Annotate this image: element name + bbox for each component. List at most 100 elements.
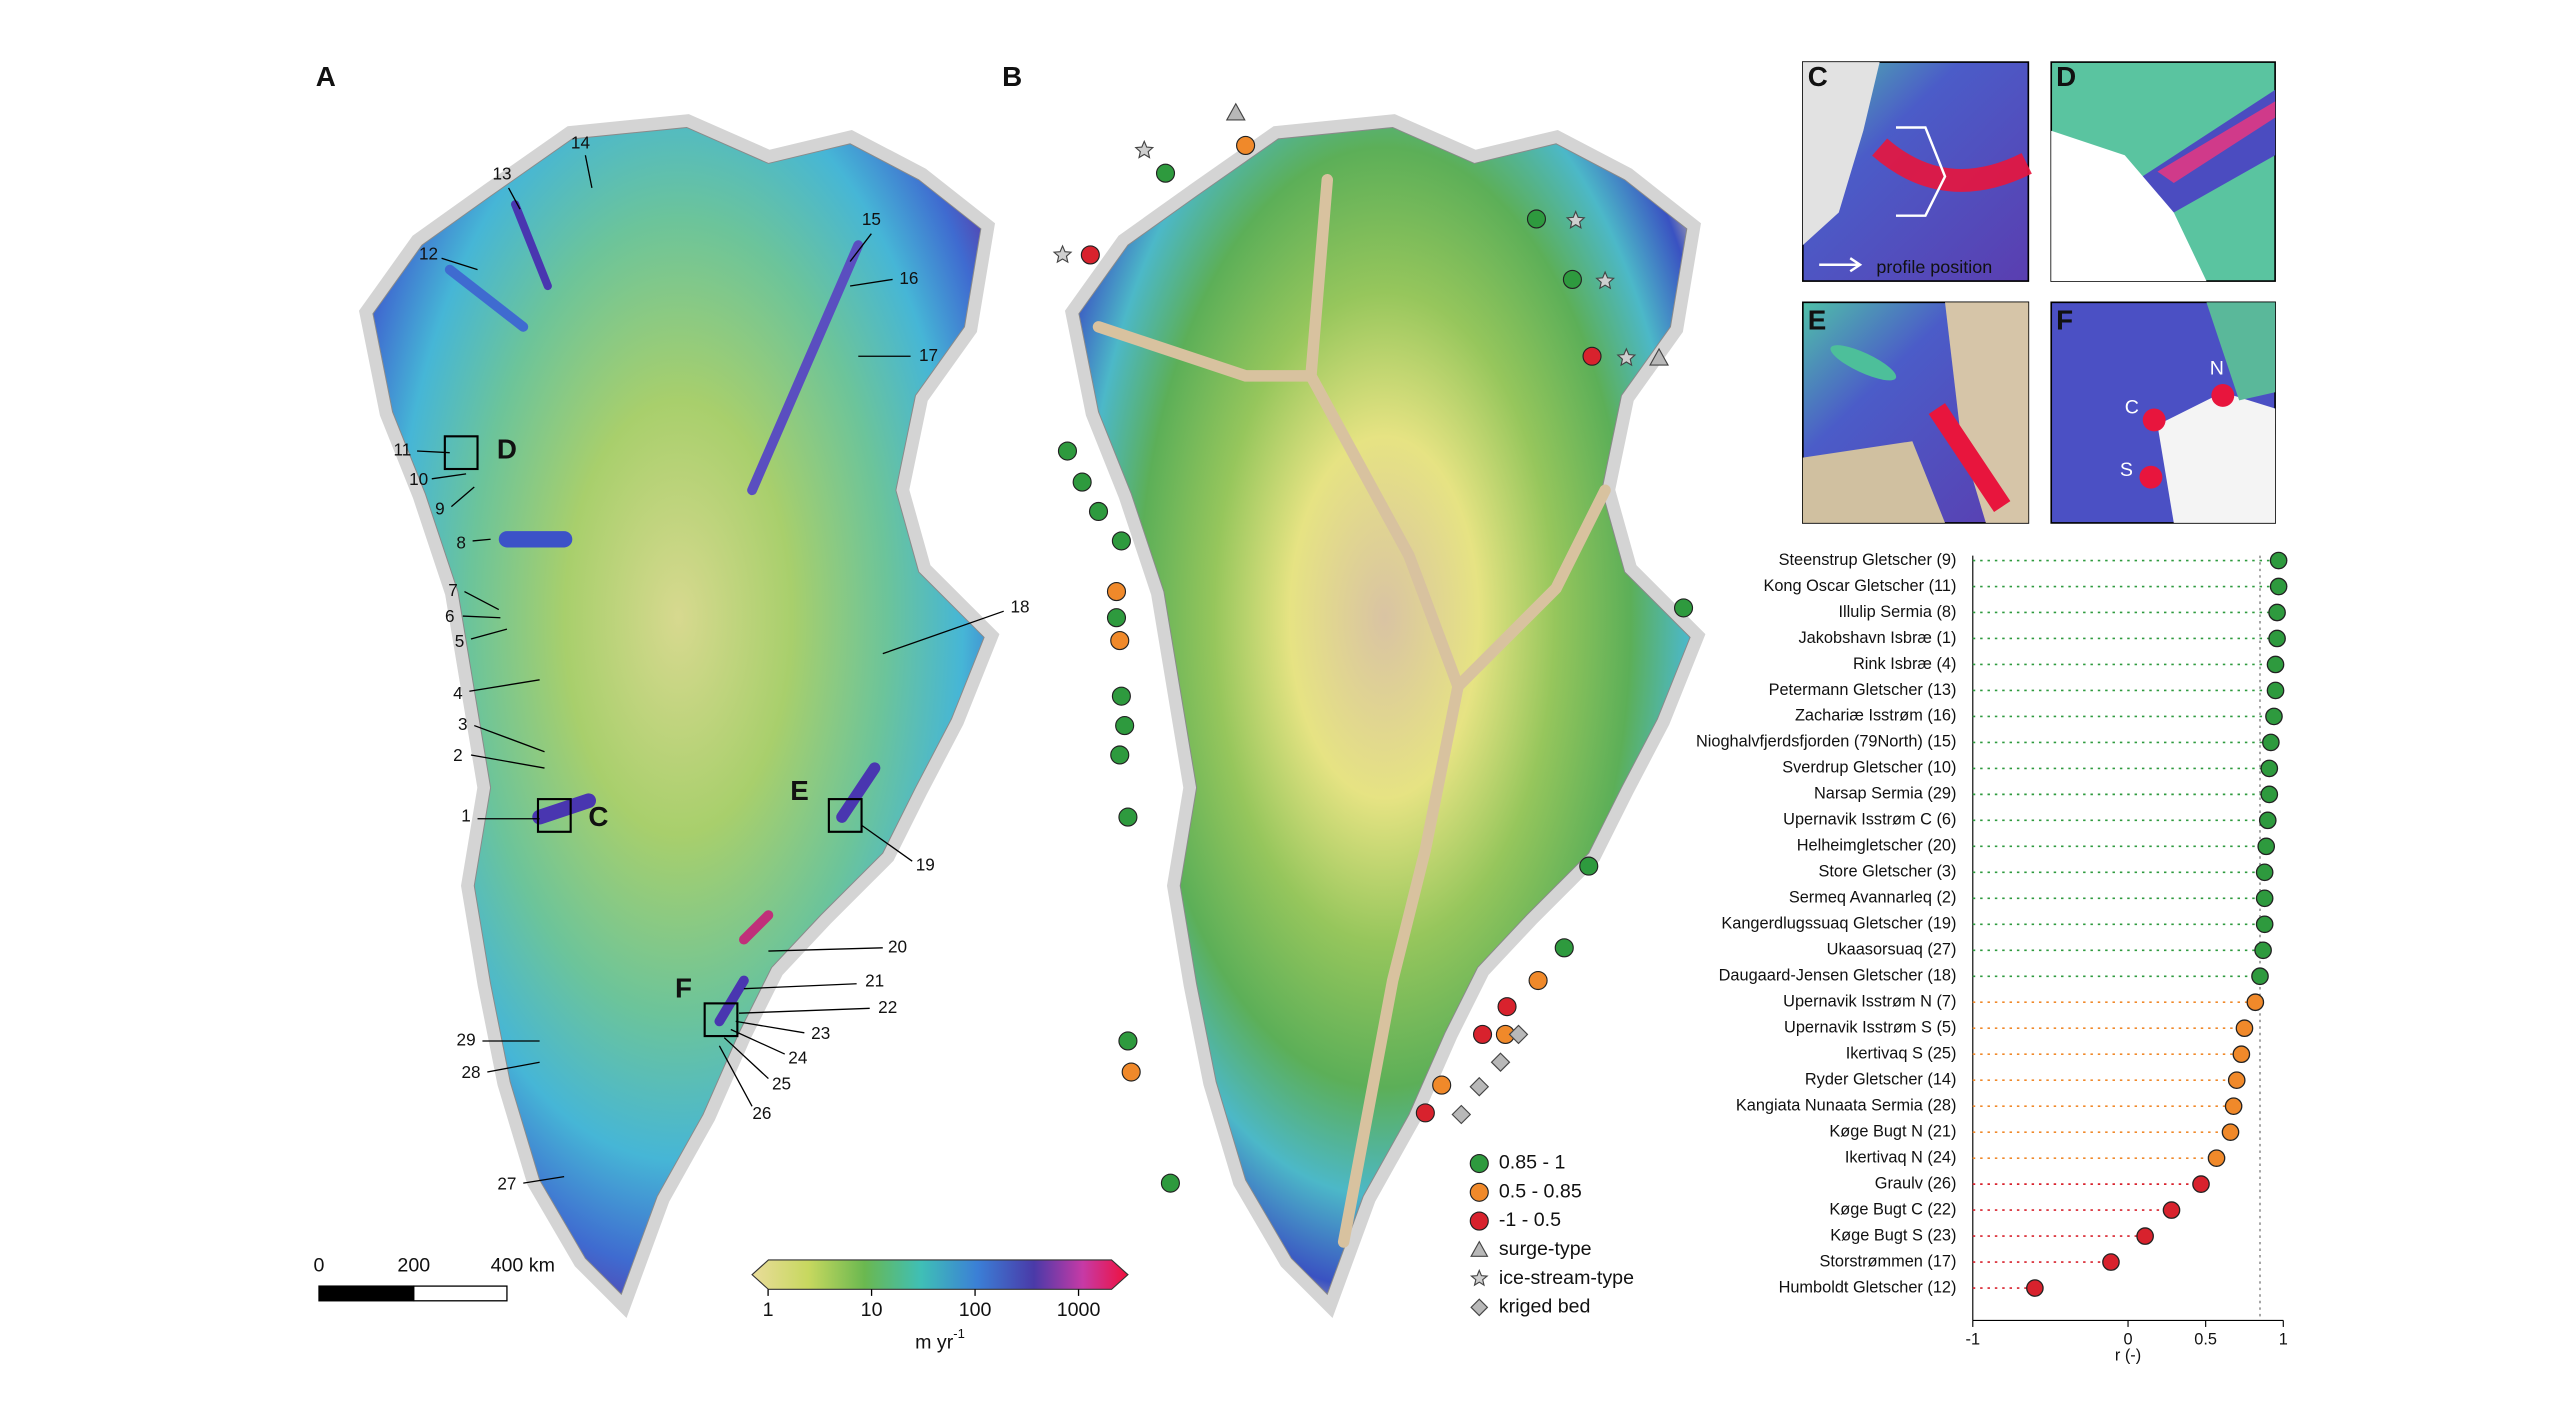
site-marker bbox=[1562, 269, 1582, 290]
scale-bar: 0 200 400 km bbox=[314, 1255, 555, 1302]
category-label: Kong Oscar Gletscher (11) bbox=[1763, 577, 1956, 595]
insets: profile position C D E F N C bbox=[1802, 61, 2276, 524]
leader-line bbox=[469, 679, 540, 692]
glacier-label: 26 bbox=[752, 1103, 771, 1123]
leader-line bbox=[584, 155, 593, 189]
dot bbox=[2192, 1175, 2210, 1193]
legend-label: ice-stream-type bbox=[1499, 1267, 1634, 1289]
inset-label: F bbox=[2056, 304, 2073, 335]
leader-line bbox=[472, 538, 491, 542]
colorbar-unit: m yr-1 bbox=[915, 1327, 965, 1354]
site-marker bbox=[1528, 970, 1548, 991]
category-label: Graulv (26) bbox=[1875, 1174, 1957, 1192]
site-marker bbox=[1490, 1052, 1511, 1073]
site-marker bbox=[1134, 139, 1155, 159]
x-tick-label: 0 bbox=[2123, 1330, 2132, 1348]
dot bbox=[2026, 1279, 2044, 1297]
glacier-label: 24 bbox=[788, 1047, 808, 1067]
panel-label: A bbox=[316, 61, 336, 92]
site-marker bbox=[1508, 1024, 1529, 1045]
leader-line bbox=[470, 754, 545, 769]
dot bbox=[2255, 863, 2274, 882]
category-label: Kangiata Nunaata Sermia (28) bbox=[1736, 1096, 1957, 1114]
land bbox=[2157, 392, 2276, 523]
leader-line bbox=[768, 947, 883, 952]
inset-f: F N C S bbox=[2050, 301, 2276, 524]
leader-line bbox=[730, 1028, 786, 1055]
category-label: Nioghalvfjerdsfjorden (79North) (15) bbox=[1696, 733, 1956, 751]
dot bbox=[2260, 759, 2279, 778]
glacier-label: 11 bbox=[393, 440, 411, 460]
site-marker bbox=[1111, 531, 1131, 551]
category-label: Store Gletscher (3) bbox=[1819, 863, 1957, 881]
legend-symbol bbox=[1469, 1268, 1489, 1287]
ridge bbox=[1092, 321, 1317, 382]
site-marker bbox=[1565, 210, 1586, 229]
category-label: Ryder Gletscher (14) bbox=[1805, 1071, 1957, 1089]
scale-label: 200 bbox=[397, 1255, 430, 1277]
panel-label: B bbox=[1002, 61, 1022, 92]
x-tick-label: 0.5 bbox=[2194, 1330, 2217, 1348]
category-label: Upernavik Isstrøm C (6) bbox=[1783, 811, 1956, 829]
glacier-label: 25 bbox=[772, 1074, 791, 1094]
scale-segment bbox=[318, 1285, 415, 1302]
category-label: Daugaard-Jensen Gletscher (18) bbox=[1719, 967, 1957, 985]
glacier-label: 12 bbox=[419, 243, 438, 263]
dot bbox=[2265, 707, 2283, 726]
leader-line bbox=[487, 1061, 540, 1073]
category-label: Jakobshavn Isbræ (1) bbox=[1799, 629, 1957, 647]
glacier-label: 8 bbox=[456, 533, 466, 553]
site-marker bbox=[1526, 209, 1547, 229]
site-marker bbox=[1582, 346, 1602, 366]
fast-flow bbox=[2211, 384, 2235, 407]
profile bbox=[1895, 126, 1947, 217]
site-marker bbox=[1118, 1031, 1138, 1051]
inset-d: D bbox=[2050, 61, 2276, 282]
dot bbox=[2224, 1097, 2243, 1115]
unit-sup: -1 bbox=[953, 1327, 965, 1342]
inset-label: E bbox=[1808, 304, 1827, 335]
land bbox=[1802, 441, 1946, 523]
category-label: Humboldt Gletscher (12) bbox=[1779, 1278, 1957, 1296]
dot bbox=[2255, 915, 2274, 934]
category-label: Køge Bugt N (21) bbox=[1829, 1122, 1956, 1140]
colorbar-tick-label: 10 bbox=[861, 1299, 883, 1321]
ridges bbox=[1092, 174, 1611, 1248]
dot bbox=[2262, 733, 2280, 752]
colorbar-ramp bbox=[751, 1259, 1129, 1290]
dot bbox=[2232, 1045, 2251, 1064]
land bbox=[1945, 302, 2029, 523]
colorbar-tick-label: 100 bbox=[959, 1299, 992, 1321]
glacier-label: 15 bbox=[862, 209, 881, 229]
inset-f-label: N bbox=[2210, 358, 2224, 380]
category-label: Ikertivaq S (25) bbox=[1846, 1045, 1957, 1063]
site-marker bbox=[1595, 270, 1615, 290]
legend-symbol bbox=[1469, 1211, 1489, 1231]
glacier-label: 6 bbox=[445, 606, 455, 626]
zoom-box bbox=[443, 435, 479, 471]
outlet-glaciers bbox=[444, 200, 881, 1027]
leader-line bbox=[743, 983, 857, 990]
glacier-label: 14 bbox=[571, 132, 591, 152]
glacier-label: 18 bbox=[1011, 596, 1030, 616]
x-axis-title: r (-) bbox=[2115, 1347, 2141, 1365]
site-marker bbox=[1160, 1173, 1180, 1193]
colorbar-tick-label: 1 bbox=[763, 1299, 774, 1321]
site-marker bbox=[1579, 856, 1599, 876]
fast-flow bbox=[2142, 408, 2166, 432]
fast-flow bbox=[2139, 465, 2163, 489]
sea-ice bbox=[2051, 130, 2207, 282]
zoom-box-label: E bbox=[790, 775, 809, 806]
site-marker bbox=[1072, 472, 1092, 492]
leader-line bbox=[470, 628, 508, 640]
x-tick-label: 1 bbox=[2279, 1330, 2288, 1348]
dot bbox=[2266, 681, 2285, 700]
inset-note: profile position bbox=[1876, 257, 1992, 277]
outlet bbox=[738, 910, 774, 945]
glacier-label: 1 bbox=[461, 806, 471, 826]
site-marker bbox=[1121, 1062, 1141, 1082]
leader-line bbox=[464, 590, 500, 611]
category-label: Steenstrup Gletscher (9) bbox=[1779, 551, 1957, 569]
dot bbox=[2268, 629, 2286, 648]
